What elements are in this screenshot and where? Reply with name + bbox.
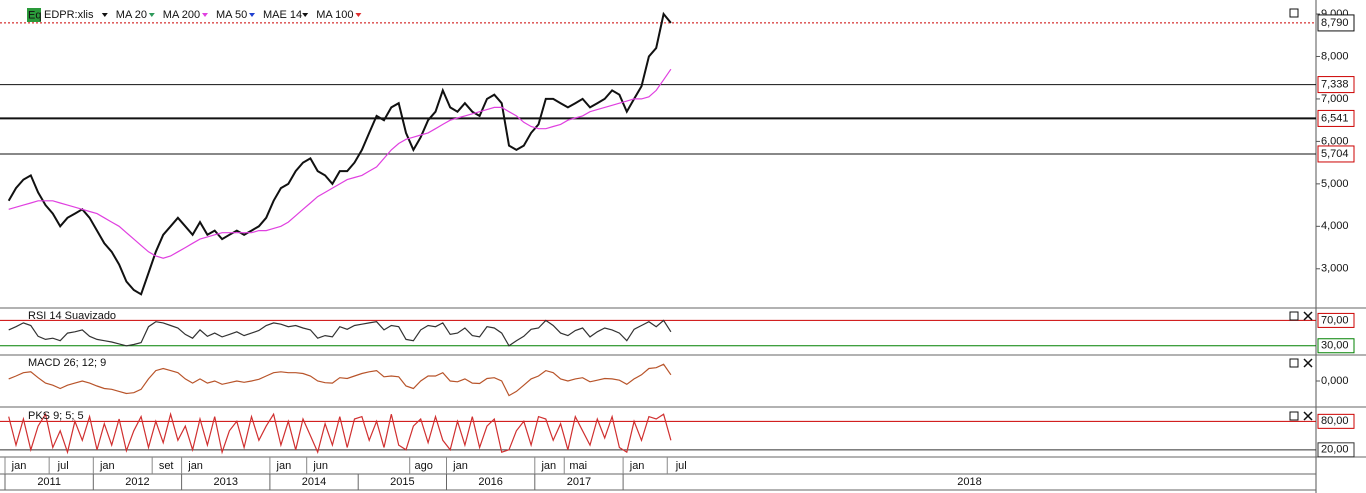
level-label: 8,790 xyxy=(1321,17,1349,29)
y-tick-label: 9,000 xyxy=(1321,8,1349,20)
indicator-title: RSI 14 Suavizado xyxy=(28,310,116,322)
close-button[interactable] xyxy=(1303,411,1313,421)
x-tick-label: jan xyxy=(629,460,645,472)
year-label: 2017 xyxy=(567,476,591,488)
y-tick-label: 70,00 xyxy=(1321,314,1349,326)
legend-entry[interactable]: MAE 14 xyxy=(263,9,302,21)
year-label: 2018 xyxy=(957,476,981,488)
x-tick-label: set xyxy=(159,460,174,472)
legend-entry[interactable]: MA 20 xyxy=(116,9,147,21)
tick-label-box xyxy=(1317,338,1355,354)
year-label: 2016 xyxy=(478,476,502,488)
close-button[interactable] xyxy=(1303,311,1313,321)
dropdown-arrow[interactable] xyxy=(101,13,108,17)
x-tick-label: jul xyxy=(57,460,69,472)
x-tick-label: jan xyxy=(187,460,203,472)
year-label: 2013 xyxy=(214,476,238,488)
year-label: 2014 xyxy=(302,476,326,488)
symbol-badge xyxy=(27,8,41,22)
y-tick-label: 6,000 xyxy=(1321,135,1349,147)
y-tick-label: 4,000 xyxy=(1321,220,1349,232)
year-label: 2011 xyxy=(37,476,61,488)
tick-label-box xyxy=(1317,413,1355,429)
series-line xyxy=(7,11,672,296)
legend-entry[interactable]: MA 100 xyxy=(316,9,353,21)
level-label: 6,541 xyxy=(1321,112,1349,124)
dropdown-arrow[interactable] xyxy=(148,13,155,17)
level-label: 5,704 xyxy=(1321,148,1349,160)
x-tick-label: jul xyxy=(675,460,687,472)
dropdown-arrow[interactable] xyxy=(302,13,309,17)
maximize-button[interactable] xyxy=(1289,311,1299,321)
year-label: 2012 xyxy=(125,476,149,488)
y-tick-label: 30,00 xyxy=(1321,340,1349,352)
y-tick-label: 7,000 xyxy=(1321,93,1349,105)
x-tick-label: jan xyxy=(99,460,115,472)
year-label: 2015 xyxy=(390,476,414,488)
tick-label-box xyxy=(1317,312,1355,328)
legend-entry[interactable]: MA 200 xyxy=(163,9,200,21)
dropdown-arrow[interactable] xyxy=(249,13,255,17)
level-label-box xyxy=(1317,109,1355,127)
level-label: 7,338 xyxy=(1321,78,1349,90)
x-tick-label: ago xyxy=(415,460,433,472)
maximize-button[interactable] xyxy=(1289,358,1299,368)
level-label-box xyxy=(1317,145,1355,163)
y-tick-label: 0,000 xyxy=(1321,375,1349,387)
tick-label-box xyxy=(1317,442,1355,458)
x-tick-label: mai xyxy=(569,460,587,472)
indicator-title: MACD 26; 12; 9 xyxy=(28,357,106,369)
x-tick-label: jan xyxy=(540,460,556,472)
indicator-title: PKS 9; 5; 5 xyxy=(28,410,84,422)
x-tick-label: jan xyxy=(11,460,27,472)
maximize-button[interactable] xyxy=(1289,411,1299,421)
y-tick-label: 5,000 xyxy=(1321,178,1349,190)
dropdown-arrow[interactable] xyxy=(202,13,208,17)
y-tick-label: 20,00 xyxy=(1321,444,1349,456)
series-line xyxy=(8,363,672,397)
x-tick-label: jan xyxy=(452,460,468,472)
y-tick-label: 8,000 xyxy=(1321,50,1349,62)
series-line xyxy=(8,411,672,455)
x-tick-label: jun xyxy=(312,460,328,472)
symbol-name[interactable]: EDPR:xlis xyxy=(44,9,94,21)
level-label-box xyxy=(1317,76,1355,94)
dropdown-arrow[interactable] xyxy=(355,13,362,17)
series-line xyxy=(8,319,672,347)
y-tick-label: 3,000 xyxy=(1321,263,1349,275)
level-label-box xyxy=(1317,14,1355,32)
y-tick-label: 80,00 xyxy=(1321,415,1349,427)
close-button[interactable] xyxy=(1303,358,1313,368)
x-tick-label: jan xyxy=(276,460,292,472)
symbol-badge-label: Eq xyxy=(28,9,41,21)
legend-entry[interactable]: MA 50 xyxy=(216,9,247,21)
series-line xyxy=(8,68,672,259)
maximize-button[interactable] xyxy=(1289,8,1299,18)
